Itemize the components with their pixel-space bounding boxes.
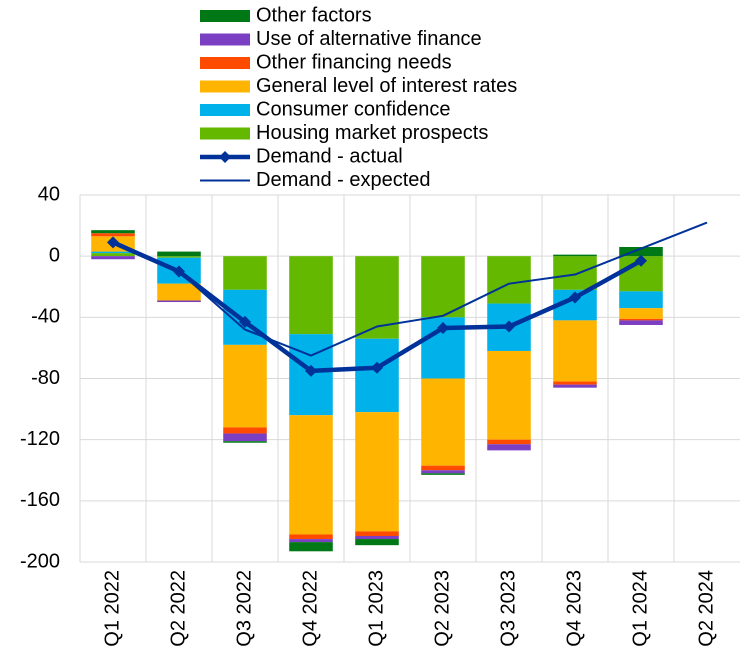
legend-swatch [200,80,250,93]
legend-label: Demand - expected [256,169,431,191]
line-marker [371,361,383,374]
bar-segment [223,344,267,428]
legend-marker [219,151,231,163]
y-tick-label: 40 [38,183,60,205]
y-tick-label: -120 [20,428,60,450]
line-marker [107,236,119,249]
y-tick-label: -200 [20,550,60,572]
legend-swatch [200,33,250,46]
bar-segment [91,230,135,234]
x-tick-label: Q2 2023 [431,570,453,647]
bar-segment [421,256,465,318]
bar-segment [223,433,267,442]
bar-segment [421,378,465,466]
line-marker [503,320,515,333]
legend-label: Housing market prospects [256,122,488,144]
bar-segment [619,291,663,309]
x-tick-label: Q4 2022 [299,570,321,647]
line-marker [635,254,647,267]
y-tick-label: -160 [20,489,60,511]
bar-segment [421,465,465,471]
bar-segment [619,318,663,321]
bar-segment [289,415,333,535]
bar-segment [355,536,399,540]
bar-segment [553,384,597,388]
line-marker [239,315,251,328]
bar-segment [157,300,201,303]
y-tick-label: -40 [31,306,60,328]
bar-segment [289,542,333,552]
bar-segment [91,253,135,257]
line-marker [437,322,449,335]
bar-segment [553,320,597,382]
line-marker [569,291,581,304]
bar-segment [91,233,135,237]
bar-segment [223,427,267,434]
bar-segment [91,251,135,254]
legend-swatch [200,10,250,22]
bar-segment [289,539,333,543]
bar-segment [157,283,201,301]
bar-segment [421,470,465,474]
x-tick-label: Q3 2022 [233,570,255,647]
bar-segment [619,246,663,257]
bar-segment [355,412,399,532]
x-tick-label: Q2 2024 [695,570,717,647]
bar-segment [487,439,531,445]
bar-segment [553,254,597,257]
x-tick-label: Q1 2022 [101,570,123,647]
bar-segment [157,256,201,258]
bar-segment [355,531,399,537]
x-tick-label: Q4 2023 [563,570,585,647]
bar-segment [619,308,663,319]
legend-label: Use of alternative finance [256,28,482,50]
x-tick-label: Q1 2023 [365,570,387,647]
legend-label: Consumer confidence [256,98,451,120]
y-tick-label: -80 [31,367,60,389]
legend-label: Demand - actual [256,145,403,167]
bar-segment [289,534,333,540]
bar-segment [355,539,399,546]
bar-segment [487,350,531,440]
x-tick-label: Q2 2022 [167,570,189,647]
line-marker [305,364,317,377]
x-tick-label: Q3 2023 [497,570,519,647]
bar-segment [91,256,135,260]
legend-label: General level of interest rates [256,75,517,97]
legend-swatch [200,127,250,140]
bar-segment [421,473,465,475]
bar-segment [223,441,267,443]
legend-swatch [200,104,250,116]
line [112,221,708,357]
bar-segment [223,256,267,290]
bar-segment [619,320,663,325]
x-tick-label: Q1 2024 [629,570,651,647]
bar-segment [553,381,597,385]
legend-label: Other financing needs [256,51,452,73]
bar-segment [487,256,531,304]
y-tick-label: 0 [49,244,60,266]
bar-segment [355,338,399,413]
bar-segment [157,251,201,257]
bar-segment [553,256,597,290]
bar-segment [487,444,531,451]
legend-swatch [200,57,250,69]
legend-label: Other factors [256,4,372,26]
bar-segment [289,256,333,335]
